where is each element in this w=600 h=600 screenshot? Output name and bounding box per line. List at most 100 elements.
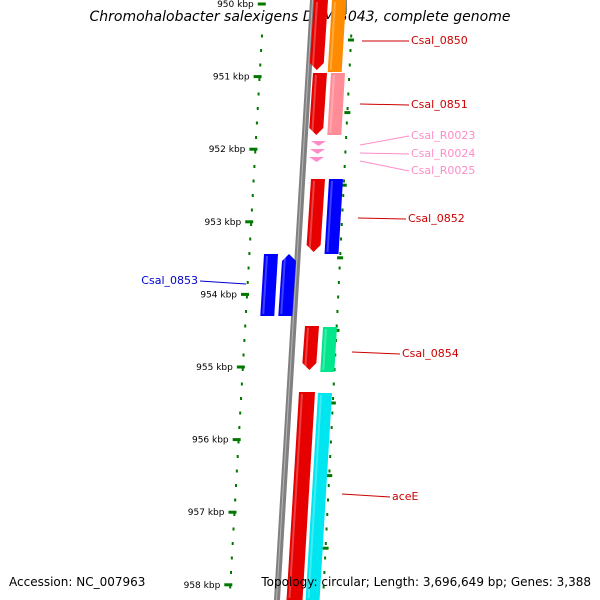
ruler-dot — [251, 194, 254, 197]
gene-labels: Csal_0850 Csal_0851 Csal_R0023 Csal_R0024 Cs… — [141, 34, 475, 503]
ruler-dot — [337, 295, 340, 299]
gene-csal-0853-a-shine — [262, 256, 268, 314]
gene-label-lines — [199, 40, 410, 498]
ruler-dot — [348, 78, 351, 81]
ruler-dot — [340, 223, 343, 226]
ruler-dot — [238, 426, 241, 429]
ruler-tick-label: 953 kbp — [205, 218, 242, 228]
gene-label: Csal_R0024 — [411, 147, 475, 160]
ruler-dot — [328, 469, 331, 473]
ruler-dot — [327, 498, 329, 502]
ruler-dot — [258, 78, 261, 81]
ruler-dot — [250, 223, 253, 226]
ruler-dot — [241, 368, 244, 371]
gene-csal-0850-shine — [311, 2, 318, 68]
gene-label-line — [351, 351, 401, 355]
gene-acee-shine — [288, 394, 303, 598]
ruler-dot — [347, 92, 350, 96]
rna-feature — [309, 157, 324, 162]
ruler-dot — [260, 49, 263, 52]
ruler-tick-mark — [224, 583, 233, 587]
gene-csal-0852-track-shine — [326, 181, 333, 252]
ruler-dot — [324, 542, 327, 545]
gene-label: Csal_0852 — [408, 212, 465, 225]
ruler-dot — [332, 397, 335, 400]
ruler-dot — [325, 527, 328, 531]
ruler-dot — [235, 484, 238, 487]
gene-csal-0852-shine — [308, 181, 315, 250]
ruler-dot — [240, 382, 243, 386]
gene-acee-track-shine — [307, 395, 322, 598]
gene-label: aceE — [392, 490, 419, 503]
ruler-dot — [350, 34, 353, 38]
ruler-tick-label: 952 kbp — [209, 145, 246, 155]
gene-csal-0850-track-shine — [329, 2, 336, 70]
ruler-tick-mark — [326, 474, 333, 478]
ruler-dot — [256, 107, 259, 110]
gene-csal-0852 — [306, 179, 325, 252]
ruler-dot — [337, 281, 340, 284]
ruler-dot — [230, 556, 233, 560]
ruler-dot — [259, 63, 262, 67]
ruler-dot — [229, 585, 232, 589]
gene-acee — [286, 392, 315, 600]
gene-label-line — [359, 103, 410, 106]
gene-label-line — [359, 160, 410, 172]
ruler-tick-label: 955 kbp — [196, 363, 233, 373]
ruler-tick-mark — [348, 38, 354, 42]
ruler-tick-mark — [232, 438, 241, 442]
gene-csal-0853-b-shine — [280, 256, 286, 314]
ruler-dot — [322, 585, 325, 589]
gene-csal-0851-track-shine — [329, 75, 335, 133]
map-title: Chromohalobacter salexigens DSM 3043, co… — [89, 9, 511, 25]
ruler-dot — [245, 295, 248, 299]
ruler-dot — [345, 136, 348, 139]
ruler-dot — [342, 179, 345, 183]
ruler-dot — [346, 107, 349, 110]
ruler-tick-mark — [329, 401, 336, 405]
ruler-dot — [244, 324, 247, 328]
gene-label: Csal_0854 — [402, 347, 459, 360]
ruler-dot — [255, 121, 258, 125]
gene-features — [260, 0, 346, 600]
ruler-dot — [260, 34, 263, 38]
ruler-dot — [332, 382, 335, 386]
ruler-dot — [245, 310, 248, 313]
gene-label-line — [199, 280, 247, 285]
gene-csal-0850-track — [327, 0, 346, 72]
rna-feature — [311, 141, 326, 146]
ruler-dot — [248, 252, 251, 255]
ruler-dot — [239, 411, 242, 415]
gene-csal-0854-shine — [304, 328, 309, 368]
accession-text: Accession: NC_007963 — [9, 575, 146, 589]
ruler-dot — [327, 484, 330, 487]
gene-csal-0854-track — [320, 327, 337, 372]
ruler-dot — [243, 339, 246, 342]
ruler-dot — [329, 455, 332, 458]
ruler-dot — [349, 49, 352, 52]
ruler-dot — [249, 237, 252, 241]
ruler-dot — [339, 252, 342, 255]
ruler-dot — [232, 527, 235, 531]
ruler-dot — [230, 571, 233, 574]
gene-csal-0851-track — [327, 73, 345, 135]
ruler-dot — [242, 353, 245, 357]
ruler-dot — [246, 281, 249, 284]
ruler-tick-mark — [344, 111, 351, 115]
gene-csal-0853-a — [260, 254, 278, 316]
ruler-tick-mark — [322, 546, 329, 550]
ruler-dot — [231, 542, 234, 545]
ruler-dot — [254, 150, 257, 154]
ruler-dot — [255, 136, 258, 139]
gene-label: Csal_R0023 — [411, 129, 475, 142]
ruler-dot — [324, 556, 327, 560]
gene-csal-0852-track — [324, 179, 343, 254]
ruler-dot — [341, 208, 344, 212]
ruler-dot — [340, 237, 343, 241]
ruler-tick-mark — [340, 183, 347, 187]
ruler-dot — [236, 455, 239, 458]
ruler-dot — [330, 426, 333, 429]
ruler-tick-mark — [241, 292, 250, 296]
